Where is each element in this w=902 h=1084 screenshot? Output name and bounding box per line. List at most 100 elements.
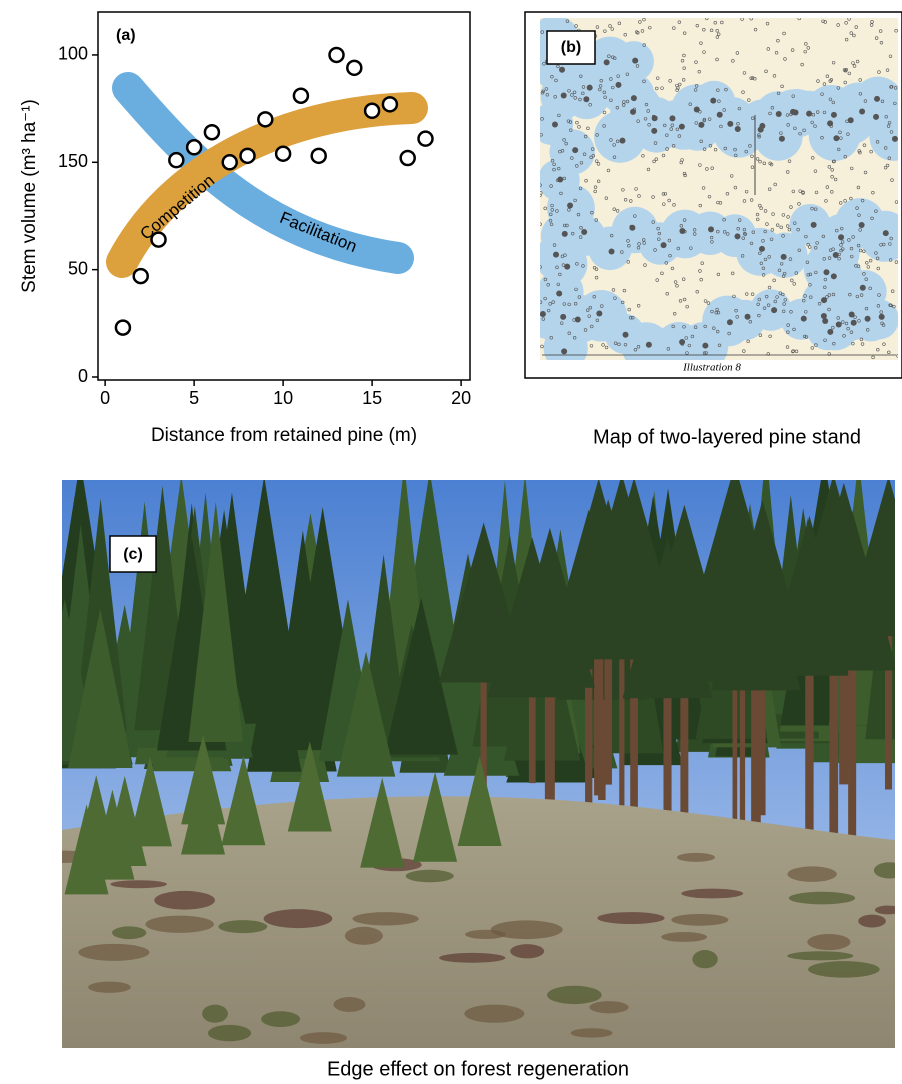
seedling (648, 25, 652, 30)
seedling (888, 303, 892, 307)
seedling (562, 176, 567, 181)
seedling (788, 257, 793, 261)
seedling (877, 293, 881, 297)
tree-dot (581, 229, 588, 236)
tree-dot (710, 97, 717, 104)
seedling (629, 224, 634, 229)
seedling (579, 74, 583, 79)
seedling (595, 133, 599, 137)
seedling (596, 179, 601, 183)
tree-dot (716, 111, 723, 118)
seedling (753, 77, 757, 81)
seedling (633, 214, 637, 218)
young-pine (127, 756, 172, 847)
seedling (593, 189, 597, 194)
seedling (831, 60, 836, 65)
seedling (620, 250, 624, 254)
seedling (549, 212, 553, 217)
seedling (701, 186, 706, 190)
seedling (804, 42, 808, 46)
seedling (631, 315, 635, 320)
seedling (773, 299, 777, 304)
seedling (692, 232, 697, 236)
tree-dot (702, 342, 709, 349)
panel-label: (c) (123, 546, 143, 563)
seedling (646, 109, 650, 113)
seedling (836, 86, 841, 90)
seedling (610, 27, 614, 31)
seedling (556, 64, 560, 69)
seedling (699, 41, 703, 45)
seedling (698, 123, 702, 128)
tree-dot (882, 230, 889, 237)
seedling (675, 88, 679, 92)
seedling (817, 302, 822, 306)
seedling (725, 192, 730, 196)
seedling (793, 221, 797, 225)
seedling (823, 285, 827, 290)
seedling (745, 292, 749, 296)
seedling (637, 194, 641, 198)
seedling (710, 166, 714, 170)
seedling (825, 185, 830, 189)
seedling (588, 305, 593, 310)
seedling (703, 324, 707, 329)
seedling (613, 341, 618, 345)
seedling (772, 278, 776, 283)
seedling (871, 355, 875, 360)
seedling (720, 20, 724, 25)
seedling (755, 157, 760, 161)
tree-dot (540, 311, 546, 318)
seedling (713, 147, 718, 152)
seedling (679, 160, 683, 165)
seedling (740, 254, 745, 258)
seedling (557, 166, 561, 171)
seedling (562, 232, 566, 236)
seedling (781, 234, 785, 238)
seedling (779, 131, 783, 135)
seedling (680, 59, 685, 63)
seedling (749, 198, 754, 202)
tree-dot (734, 233, 741, 240)
seedling (794, 271, 799, 275)
seedling (862, 249, 866, 253)
seedling (786, 170, 790, 174)
seedling (603, 29, 607, 33)
seedling (553, 95, 557, 99)
seedling (743, 232, 748, 236)
seedling (667, 238, 672, 243)
seedling (844, 37, 849, 42)
seedling (892, 304, 896, 309)
tree-dot (553, 251, 560, 258)
seedling (603, 95, 607, 99)
seedling (651, 220, 655, 224)
seedling (839, 243, 843, 247)
seedling (595, 318, 600, 323)
seedling (836, 316, 840, 320)
seedling (601, 343, 605, 347)
seedling (684, 336, 688, 340)
shrub (858, 914, 886, 928)
seedling (713, 20, 717, 25)
seedling (868, 286, 872, 291)
seedling (887, 156, 892, 160)
seedling (848, 292, 852, 297)
shrub (88, 981, 131, 993)
seedling (570, 93, 574, 97)
seedling (636, 31, 640, 35)
seedling (562, 302, 567, 306)
seedling (837, 256, 841, 261)
tree-dot (848, 311, 855, 318)
seedling (894, 260, 898, 264)
data-point (328, 46, 345, 64)
seedling (677, 20, 682, 24)
seedling (540, 30, 544, 34)
caption: Edge effect on forest regeneration (327, 1058, 629, 1080)
seedling (560, 254, 565, 259)
shrub (333, 996, 366, 1012)
seedling (888, 54, 893, 58)
seedling (856, 185, 861, 190)
seedling (629, 199, 633, 203)
seedling (787, 227, 792, 232)
